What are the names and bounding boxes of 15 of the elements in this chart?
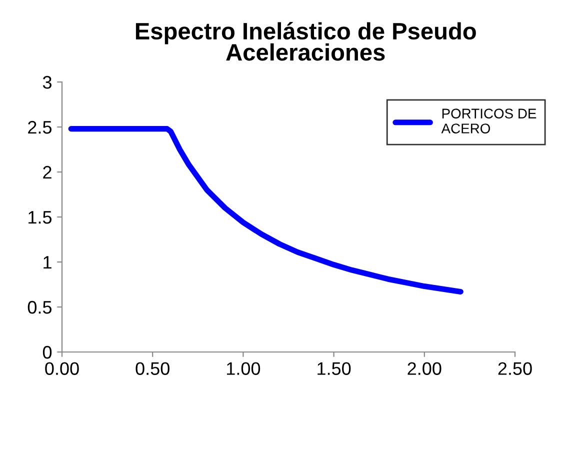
legend-label: PORTICOS DE ACERO <box>441 108 536 134</box>
y-tick-label: 3 <box>42 76 52 89</box>
y-tick-label: 1.5 <box>28 211 52 224</box>
x-tick-label: 1.00 <box>227 362 260 375</box>
y-tick-label: 2.5 <box>28 120 52 134</box>
x-tick-label: 0.00 <box>45 362 79 375</box>
y-tick-label: 2 <box>43 166 52 179</box>
x-tick-label: 2.50 <box>498 362 532 375</box>
x-tick-label: 2.00 <box>408 362 442 375</box>
x-tick-label: 0.50 <box>136 362 170 375</box>
chart-title: Espectro Inelástico de Pseudo Aceleraciones <box>136 22 476 61</box>
y-tick-label: 1 <box>44 256 52 269</box>
x-tick-label: 1.50 <box>318 362 351 375</box>
y-tick-label: 0.5 <box>28 300 52 314</box>
y-tick-label: 0 <box>42 346 52 359</box>
